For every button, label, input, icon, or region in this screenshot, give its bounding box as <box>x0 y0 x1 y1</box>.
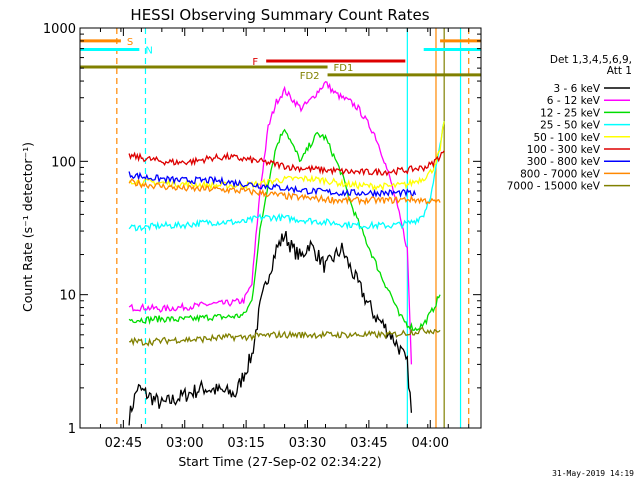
legend-label: 100 - 300 keV <box>527 144 601 156</box>
x-axis-label: Start Time (27-Sep-02 02:34:22) <box>178 454 381 469</box>
legend-label: 3 - 6 keV <box>553 83 600 95</box>
legend-label: 50 - 100 keV <box>533 132 600 144</box>
series-line-7 <box>128 178 441 206</box>
legend-label: 300 - 800 keV <box>527 156 601 168</box>
plot-frame <box>79 27 482 429</box>
series-line-4 <box>129 121 445 192</box>
timestamp: 31-May-2019 14:19 <box>552 469 634 478</box>
series-line-5 <box>128 150 445 177</box>
series-line-6 <box>128 171 417 199</box>
interval-label: N <box>145 45 152 56</box>
interval-label: FD1 <box>334 63 354 74</box>
legend-label: 25 - 50 keV <box>540 120 601 132</box>
y-tick-label: 1 <box>68 422 76 437</box>
legend-header: Att 1 <box>607 65 632 77</box>
x-tick-label: 02:45 <box>105 436 142 451</box>
chart-title: HESSI Observing Summary Count Rates <box>130 6 429 24</box>
x-tick-label: 03:45 <box>350 436 387 451</box>
legend-header: Det 1,3,4,5,6,9, <box>550 54 632 66</box>
y-axis-label: Count Rate (s⁻¹ detector⁻¹) <box>20 142 35 312</box>
x-tick-label: 03:15 <box>227 436 264 451</box>
legend-label: 800 - 7000 keV <box>520 168 601 180</box>
legend-label: 6 - 12 keV <box>547 95 601 107</box>
y-tick-label: 100 <box>51 155 76 170</box>
legend-label: 12 - 25 keV <box>540 107 601 119</box>
interval-label: FD2 <box>300 71 320 82</box>
x-tick-label: 03:00 <box>166 436 203 451</box>
interval-label: F <box>252 57 258 68</box>
x-tick-label: 03:30 <box>289 436 326 451</box>
series-line-3 <box>128 121 445 232</box>
x-tick-label: 04:00 <box>412 436 449 451</box>
y-tick-label: 1000 <box>43 22 76 37</box>
y-tick-label: 10 <box>59 289 76 304</box>
series-line-1 <box>128 80 413 365</box>
series-line-2 <box>128 128 441 332</box>
interval-label: S <box>127 37 133 48</box>
legend-label: 7000 - 15000 keV <box>507 181 601 193</box>
series-line-8 <box>129 326 441 347</box>
series-line-0 <box>128 230 413 426</box>
